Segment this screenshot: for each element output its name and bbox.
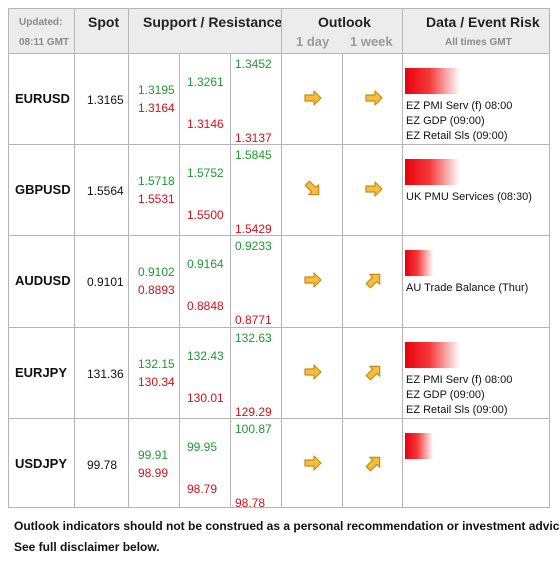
currency-pair[interactable]: EURUSD	[15, 91, 70, 106]
currency-pair[interactable]: EURJPY	[15, 364, 68, 380]
column-divider	[128, 9, 129, 507]
currency-pair[interactable]: GBPUSD	[15, 182, 71, 198]
column-divider	[230, 53, 231, 507]
up-right-arrow-icon	[364, 362, 384, 382]
support-level-2: 1.5500	[187, 208, 224, 223]
spot-price: 0.9101	[87, 275, 124, 290]
resistance-level-3: 0.9233	[235, 239, 272, 254]
spot-price: 1.5564	[87, 184, 124, 199]
right-arrow-icon	[303, 270, 323, 290]
currency-pair[interactable]: AUDUSD	[15, 273, 71, 289]
event-item: EZ GDP (09:00)	[406, 115, 485, 127]
forex-outlook-table: Updated: 08:11 GMT Spot Support / Resist…	[8, 8, 550, 510]
right-arrow-icon	[303, 362, 323, 382]
row-divider	[9, 418, 549, 419]
disclaimer-text: Outlook indicators should not be constru…	[14, 519, 560, 533]
right-arrow-icon	[364, 88, 384, 108]
event-item: EZ Retail Sls (09:00)	[406, 403, 508, 416]
resistance-level-2: 99.95	[187, 439, 218, 454]
support-level-1: 98.99	[138, 465, 169, 480]
outlook-1week-header: 1 week	[350, 34, 393, 49]
column-divider	[281, 9, 282, 507]
support-level-3: 0.8771	[235, 313, 272, 328]
resistance-level-3: 1.3452	[235, 57, 272, 71]
event-item: AU Trade Balance (Thur)	[406, 282, 529, 295]
event-risk-bar	[405, 432, 433, 459]
event-risk-bar	[405, 341, 460, 368]
table-row: EURJPY 131.36 132.15 130.34 132.43 130.01 132.…	[9, 327, 549, 419]
support-level-1: 1.3164	[138, 101, 175, 115]
disclaimer-link-text: See full disclaimer below.	[14, 540, 160, 554]
right-arrow-icon	[303, 88, 323, 108]
resistance-level-1: 132.15	[138, 356, 175, 371]
resistance-level-3: 1.5845	[235, 148, 272, 163]
support-level-3: 129.29	[235, 404, 272, 419]
table-header: Updated: 08:11 GMT Spot Support / Resist…	[9, 9, 549, 54]
event-item: UK PMU Services (08:30)	[406, 191, 532, 204]
support-level-3: 1.5429	[235, 222, 272, 237]
up-right-arrow-icon	[364, 270, 384, 290]
event-risk-bar	[405, 68, 460, 94]
all-times-gmt-label: All times GMT	[445, 37, 512, 48]
resistance-level-2: 0.9164	[187, 257, 224, 272]
support-level-2: 98.79	[187, 481, 218, 496]
row-divider	[9, 144, 549, 145]
spot-price: 99.78	[87, 457, 118, 472]
updated-time: 08:11 GMT	[19, 37, 70, 48]
support-resistance-header: Support / Resistance	[143, 14, 283, 30]
support-level-1: 130.34	[138, 374, 175, 389]
spot-header: Spot	[88, 14, 120, 30]
support-level-2: 0.8848	[187, 299, 224, 314]
support-level-3: 1.3137	[235, 131, 272, 145]
column-divider	[402, 9, 403, 507]
column-divider	[74, 9, 75, 507]
table-row: EURUSD 1.3165 1.3195 1.3164 1.3261 1.3146 1.34…	[9, 53, 549, 145]
event-item: EZ PMI Serv (f) 08:00	[406, 373, 513, 386]
column-divider	[179, 53, 180, 507]
table-row: AUDUSD 0.9101 0.9102 0.8893 0.9164 0.8848 0.92…	[9, 235, 549, 328]
resistance-level-1: 1.3195	[138, 83, 175, 97]
resistance-level-1: 99.91	[138, 447, 169, 462]
event-item: EZ Retail Sls (09:00)	[406, 130, 508, 142]
support-level-1: 0.8893	[138, 283, 175, 298]
event-risk-bar	[405, 159, 460, 186]
resistance-level-3: 100.87	[235, 421, 272, 436]
event-risk-header: Data / Event Risk	[426, 14, 540, 30]
up-right-arrow-icon	[364, 453, 384, 473]
resistance-level-2: 1.5752	[187, 166, 224, 181]
resistance-level-2: 1.3261	[187, 75, 224, 89]
spot-price: 1.3165	[87, 93, 124, 107]
support-level-2: 1.3146	[187, 117, 224, 131]
support-level-1: 1.5531	[138, 192, 175, 207]
resistance-level-2: 132.43	[187, 348, 224, 363]
support-level-3: 98.78	[235, 495, 266, 510]
updated-label: Updated:	[19, 17, 63, 28]
outlook-header: Outlook	[318, 14, 371, 30]
table-row: USDJPY 99.78 99.91 98.99 99.95 98.79 100.87 98.…	[9, 418, 549, 510]
row-divider	[9, 327, 549, 328]
support-level-2: 130.01	[187, 390, 224, 405]
right-arrow-icon	[303, 453, 323, 473]
resistance-level-3: 132.63	[235, 330, 272, 345]
table-row: GBPUSD 1.5564 1.5718 1.5531 1.5752 1.5500 1.58…	[9, 144, 549, 237]
down-right-arrow-icon	[303, 179, 323, 199]
right-arrow-icon	[364, 179, 384, 199]
row-divider	[9, 235, 549, 236]
event-item: EZ GDP (09:00)	[406, 388, 485, 401]
event-item: EZ PMI Serv (f) 08:00	[406, 100, 513, 112]
currency-pair[interactable]: USDJPY	[15, 455, 68, 471]
outlook-1day-header: 1 day	[296, 34, 330, 49]
column-divider	[342, 53, 343, 507]
spot-price: 131.36	[87, 366, 124, 381]
resistance-level-1: 0.9102	[138, 265, 175, 280]
resistance-level-1: 1.5718	[138, 174, 175, 189]
event-risk-bar	[405, 250, 433, 277]
